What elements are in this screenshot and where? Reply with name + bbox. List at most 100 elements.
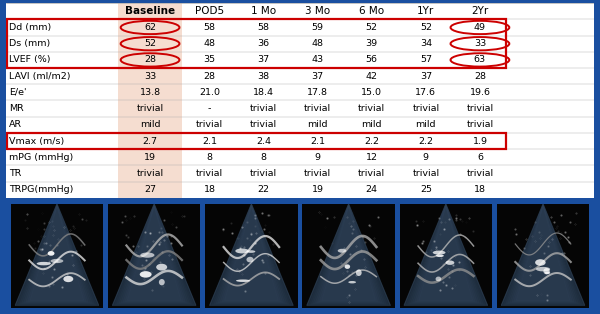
Text: 22: 22	[257, 185, 269, 194]
Polygon shape	[510, 205, 577, 303]
Text: 58: 58	[257, 23, 269, 32]
Polygon shape	[502, 204, 584, 305]
Ellipse shape	[235, 248, 249, 253]
Text: 58: 58	[203, 23, 215, 32]
Text: 12: 12	[366, 153, 378, 162]
Text: 18.4: 18.4	[253, 88, 274, 97]
Text: mild: mild	[140, 120, 160, 129]
Text: 49: 49	[474, 23, 486, 32]
Polygon shape	[16, 204, 98, 305]
Polygon shape	[503, 204, 583, 305]
Text: 1 Mo: 1 Mo	[251, 6, 276, 16]
Polygon shape	[406, 204, 485, 305]
Text: 13.8: 13.8	[139, 88, 161, 97]
Text: trivial: trivial	[304, 104, 331, 113]
Ellipse shape	[349, 281, 356, 284]
Text: 27: 27	[144, 185, 156, 194]
Text: trivial: trivial	[250, 104, 277, 113]
Text: 33: 33	[144, 72, 156, 81]
Text: -: -	[208, 104, 211, 113]
Text: 25: 25	[420, 185, 432, 194]
Ellipse shape	[535, 259, 545, 266]
Polygon shape	[502, 204, 584, 305]
Text: 17.6: 17.6	[415, 88, 436, 97]
Text: 1.9: 1.9	[472, 137, 487, 145]
Polygon shape	[506, 205, 581, 304]
Polygon shape	[222, 206, 281, 301]
Ellipse shape	[356, 269, 362, 276]
Text: mild: mild	[307, 120, 328, 129]
Text: Ds (mm): Ds (mm)	[9, 39, 50, 48]
Text: 2.1: 2.1	[310, 137, 325, 145]
Text: AR: AR	[9, 120, 22, 129]
Text: 24: 24	[366, 185, 378, 194]
Text: 42: 42	[366, 72, 378, 81]
Text: 62: 62	[144, 23, 156, 32]
Polygon shape	[23, 205, 90, 303]
Polygon shape	[224, 206, 278, 300]
FancyBboxPatch shape	[6, 3, 594, 198]
Ellipse shape	[159, 279, 165, 285]
Text: trivial: trivial	[358, 104, 385, 113]
Text: 28: 28	[144, 56, 156, 64]
Text: 35: 35	[203, 56, 215, 64]
Text: trivial: trivial	[412, 169, 439, 178]
Text: 48: 48	[203, 39, 215, 48]
FancyBboxPatch shape	[400, 204, 492, 308]
Text: LAVI (ml/m2): LAVI (ml/m2)	[9, 72, 70, 81]
Text: 48: 48	[311, 39, 323, 48]
FancyBboxPatch shape	[497, 204, 589, 308]
Polygon shape	[322, 206, 376, 300]
Text: 2.2: 2.2	[418, 137, 433, 145]
Text: 19: 19	[311, 185, 323, 194]
Text: 8: 8	[260, 153, 266, 162]
FancyBboxPatch shape	[118, 3, 182, 198]
Polygon shape	[210, 204, 293, 305]
Text: 18: 18	[474, 185, 486, 194]
Polygon shape	[19, 205, 94, 304]
Text: 34: 34	[420, 39, 432, 48]
Polygon shape	[115, 204, 194, 305]
Text: 1Yr: 1Yr	[417, 6, 434, 16]
Polygon shape	[113, 204, 196, 305]
Polygon shape	[508, 205, 578, 303]
Ellipse shape	[140, 252, 154, 258]
Ellipse shape	[37, 262, 51, 265]
Text: trivial: trivial	[412, 104, 439, 113]
Text: 18: 18	[203, 185, 215, 194]
Text: 52: 52	[420, 23, 432, 32]
FancyBboxPatch shape	[11, 204, 103, 308]
Polygon shape	[416, 206, 475, 301]
Text: trivial: trivial	[466, 120, 493, 129]
Ellipse shape	[436, 254, 444, 257]
Text: 9: 9	[423, 153, 429, 162]
Ellipse shape	[140, 271, 152, 278]
Text: 8: 8	[206, 153, 212, 162]
Ellipse shape	[338, 249, 346, 253]
Text: 43: 43	[311, 56, 324, 64]
Polygon shape	[313, 205, 384, 303]
Text: 6 Mo: 6 Mo	[359, 6, 384, 16]
Polygon shape	[113, 204, 196, 305]
Text: Dd (mm): Dd (mm)	[9, 23, 51, 32]
Text: Vmax (m/s): Vmax (m/s)	[9, 137, 64, 145]
Text: 52: 52	[366, 23, 378, 32]
Polygon shape	[125, 206, 184, 301]
Polygon shape	[218, 205, 284, 303]
Polygon shape	[26, 206, 88, 302]
Text: 37: 37	[420, 72, 432, 81]
Text: mild: mild	[416, 120, 436, 129]
Ellipse shape	[156, 264, 167, 271]
Polygon shape	[415, 206, 477, 302]
Text: 2.1: 2.1	[202, 137, 217, 145]
Text: trivial: trivial	[304, 169, 331, 178]
Text: 2.2: 2.2	[364, 137, 379, 145]
FancyBboxPatch shape	[302, 204, 395, 308]
Polygon shape	[28, 206, 86, 301]
FancyBboxPatch shape	[205, 204, 298, 308]
Text: 36: 36	[257, 39, 269, 48]
Polygon shape	[127, 206, 181, 300]
Polygon shape	[307, 204, 390, 305]
Text: TRPG(mmHg): TRPG(mmHg)	[9, 185, 73, 194]
Polygon shape	[419, 206, 473, 300]
